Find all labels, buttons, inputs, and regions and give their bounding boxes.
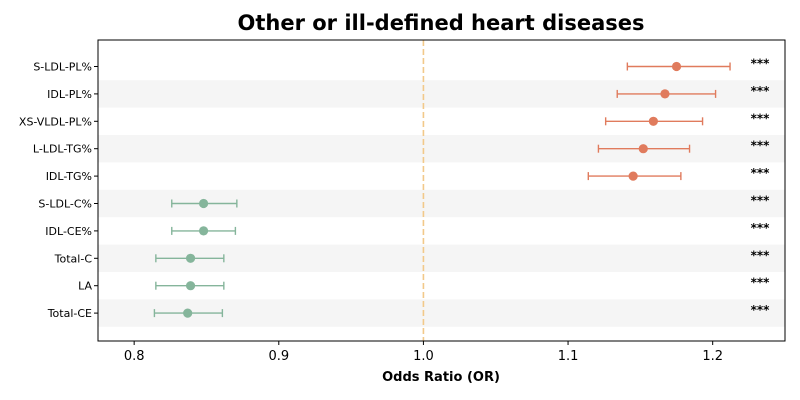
forest-row: Total-C *** bbox=[54, 248, 770, 265]
x-tick-label: 1.1 bbox=[558, 349, 579, 364]
plot-frame bbox=[97, 39, 786, 342]
row-label: XS-VLDL-PL% bbox=[19, 115, 92, 128]
significance-label: *** bbox=[751, 303, 771, 317]
or-point bbox=[638, 144, 648, 154]
forest-row: LA *** bbox=[78, 276, 770, 293]
forest-row: XS-VLDL-PL% *** bbox=[19, 111, 770, 128]
or-point bbox=[628, 171, 638, 181]
forest-row: S-LDL-C% *** bbox=[38, 194, 770, 211]
significance-label: *** bbox=[751, 276, 771, 290]
forest-row: Total-CE *** bbox=[47, 303, 770, 320]
chart-title: Other or ill-defined heart diseases bbox=[238, 11, 645, 35]
or-point bbox=[183, 308, 193, 318]
significance-label: *** bbox=[751, 111, 771, 125]
x-tick-label: 0.9 bbox=[268, 349, 289, 364]
forest-row: IDL-TG% *** bbox=[46, 166, 770, 183]
significance-label: *** bbox=[751, 84, 771, 98]
row-label: Total-CE bbox=[47, 307, 92, 320]
row-label: L-LDL-TG% bbox=[33, 143, 92, 156]
or-point bbox=[185, 253, 196, 263]
row-label: IDL-TG% bbox=[46, 170, 92, 183]
or-point bbox=[198, 226, 209, 236]
x-tick-label: 1.2 bbox=[702, 349, 723, 364]
significance-label: *** bbox=[751, 166, 771, 180]
row-label: Total-C bbox=[54, 252, 93, 265]
or-point bbox=[198, 198, 209, 209]
x-tick-label: 0.8 bbox=[124, 349, 145, 364]
significance-label: *** bbox=[751, 194, 771, 208]
row-label: IDL-CE% bbox=[45, 225, 92, 238]
row-label: S-LDL-C% bbox=[38, 198, 92, 211]
or-point bbox=[185, 281, 196, 291]
x-tick-label: 1.0 bbox=[413, 349, 434, 364]
row-label: S-LDL-PL% bbox=[33, 61, 92, 74]
forest-row: S-LDL-PL% *** bbox=[33, 57, 770, 74]
or-point bbox=[660, 89, 670, 99]
x-axis-label: Odds Ratio (OR) bbox=[382, 370, 500, 385]
forest-row: IDL-PL% *** bbox=[47, 84, 770, 101]
significance-label: *** bbox=[751, 248, 771, 262]
forest-row: IDL-CE% *** bbox=[45, 221, 770, 238]
forest-row: L-LDL-TG% *** bbox=[33, 139, 770, 156]
significance-label: *** bbox=[751, 57, 771, 71]
significance-label: *** bbox=[751, 139, 771, 153]
or-point bbox=[648, 116, 658, 126]
significance-label: *** bbox=[751, 221, 771, 235]
x-axis: 0.8 0.9 1.0 1.1 1.2 bbox=[124, 341, 723, 364]
data-rows: S-LDL-PL% ***IDL-PL% ***XS-VLDL-PL% ***L-LD… bbox=[19, 57, 770, 321]
row-label: IDL-PL% bbox=[47, 88, 92, 101]
or-point bbox=[671, 61, 682, 72]
row-label: LA bbox=[78, 280, 92, 293]
